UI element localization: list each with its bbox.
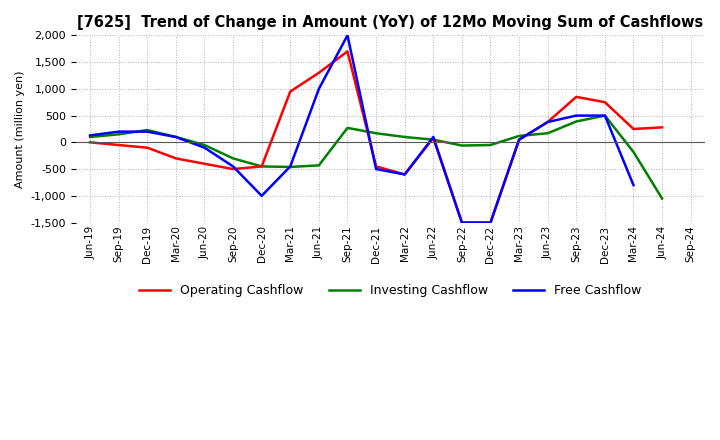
Free Cashflow: [200, 145, 209, 150]
Free Cashflow: [572, 113, 580, 118]
Investing Cashflow: [458, 143, 467, 148]
Operating Cashflow: [286, 89, 294, 94]
Investing Cashflow: [600, 113, 609, 118]
Free Cashflow: [600, 113, 609, 118]
Investing Cashflow: [658, 196, 667, 201]
Operating Cashflow: [629, 126, 638, 132]
Free Cashflow: [515, 137, 523, 142]
Investing Cashflow: [229, 156, 238, 161]
Investing Cashflow: [572, 119, 580, 124]
Free Cashflow: [343, 33, 352, 38]
Investing Cashflow: [171, 134, 180, 139]
Line: Investing Cashflow: Investing Cashflow: [90, 116, 662, 198]
Line: Operating Cashflow: Operating Cashflow: [90, 51, 662, 223]
Operating Cashflow: [658, 125, 667, 130]
Investing Cashflow: [429, 137, 438, 142]
Free Cashflow: [544, 119, 552, 125]
Free Cashflow: [315, 86, 323, 92]
Operating Cashflow: [315, 70, 323, 75]
Operating Cashflow: [143, 145, 152, 150]
Investing Cashflow: [114, 132, 123, 137]
Operating Cashflow: [486, 220, 495, 225]
Free Cashflow: [286, 164, 294, 169]
Operating Cashflow: [544, 119, 552, 125]
Free Cashflow: [429, 134, 438, 139]
Free Cashflow: [400, 172, 409, 177]
Investing Cashflow: [143, 128, 152, 133]
Investing Cashflow: [257, 164, 266, 169]
Free Cashflow: [458, 220, 467, 225]
Y-axis label: Amount (million yen): Amount (million yen): [15, 70, 25, 188]
Free Cashflow: [143, 129, 152, 134]
Investing Cashflow: [200, 143, 209, 148]
Legend: Operating Cashflow, Investing Cashflow, Free Cashflow: Operating Cashflow, Investing Cashflow, …: [134, 279, 647, 302]
Investing Cashflow: [544, 131, 552, 136]
Free Cashflow: [257, 193, 266, 198]
Investing Cashflow: [629, 149, 638, 154]
Free Cashflow: [229, 164, 238, 169]
Title: [7625]  Trend of Change in Amount (YoY) of 12Mo Moving Sum of Cashflows: [7625] Trend of Change in Amount (YoY) o…: [77, 15, 703, 30]
Operating Cashflow: [372, 164, 380, 169]
Line: Free Cashflow: Free Cashflow: [90, 35, 634, 223]
Investing Cashflow: [372, 131, 380, 136]
Operating Cashflow: [114, 143, 123, 148]
Free Cashflow: [114, 129, 123, 134]
Investing Cashflow: [400, 134, 409, 139]
Free Cashflow: [171, 134, 180, 139]
Operating Cashflow: [400, 172, 409, 177]
Operating Cashflow: [343, 49, 352, 54]
Operating Cashflow: [86, 140, 94, 145]
Operating Cashflow: [572, 94, 580, 99]
Operating Cashflow: [257, 164, 266, 169]
Investing Cashflow: [486, 143, 495, 148]
Operating Cashflow: [458, 220, 467, 225]
Investing Cashflow: [315, 163, 323, 168]
Free Cashflow: [629, 183, 638, 188]
Operating Cashflow: [200, 161, 209, 166]
Operating Cashflow: [600, 99, 609, 105]
Free Cashflow: [86, 133, 94, 138]
Operating Cashflow: [515, 137, 523, 142]
Operating Cashflow: [171, 156, 180, 161]
Investing Cashflow: [515, 133, 523, 139]
Investing Cashflow: [86, 134, 94, 139]
Free Cashflow: [486, 220, 495, 225]
Investing Cashflow: [343, 125, 352, 131]
Operating Cashflow: [429, 136, 438, 141]
Investing Cashflow: [286, 164, 294, 169]
Free Cashflow: [372, 166, 380, 172]
Operating Cashflow: [229, 166, 238, 172]
